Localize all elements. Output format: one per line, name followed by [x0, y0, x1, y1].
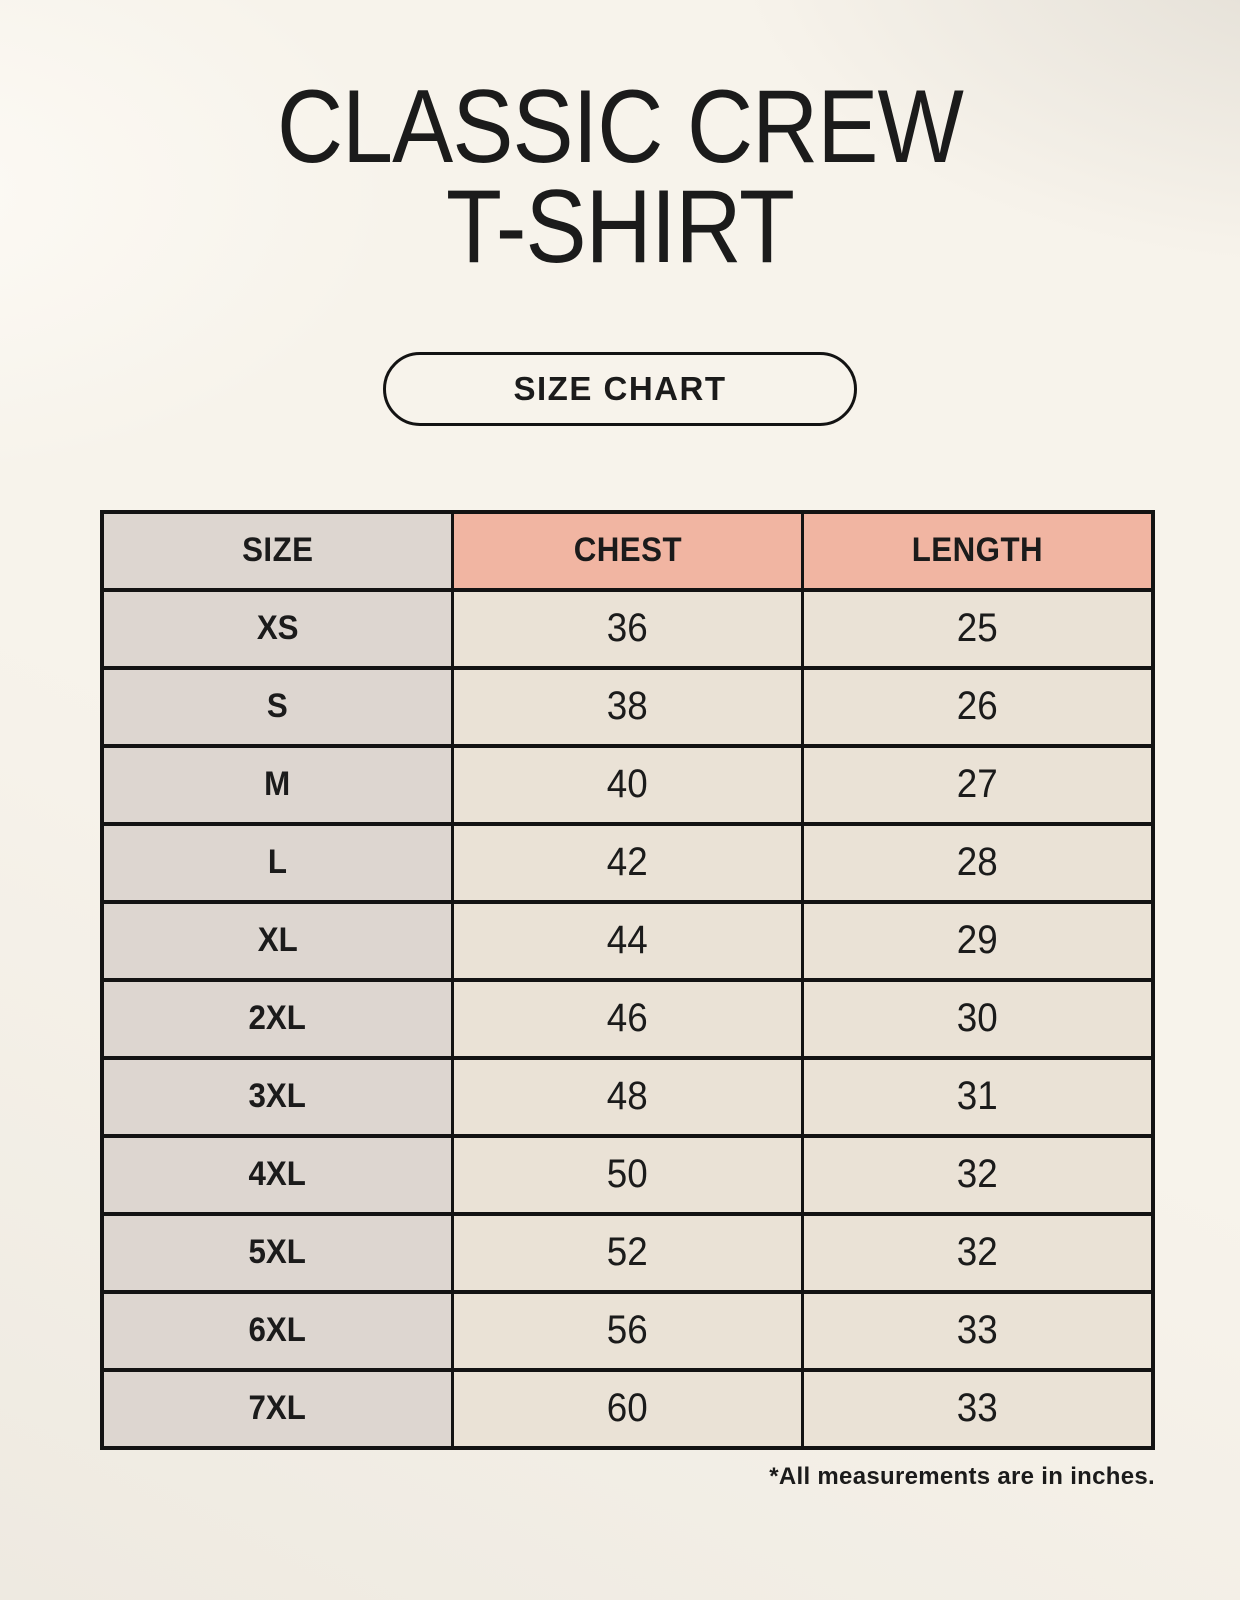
size-label-cell-label: XS — [256, 609, 299, 648]
chest-value-cell: 40 — [450, 743, 805, 826]
size-chart-badge: SIZE CHART — [383, 351, 857, 426]
length-value-cell-label: 32 — [957, 1152, 999, 1197]
length-value-cell-label: 31 — [957, 1074, 999, 1119]
size-table-row: 5XL 52 32 — [100, 1211, 1155, 1294]
size-table-header-row: SIZE CHEST LENGTH — [100, 509, 1155, 592]
chest-value-cell-label: 56 — [607, 1308, 648, 1353]
length-value-cell-label: 28 — [957, 840, 999, 885]
header-cell-size: SIZE — [100, 509, 454, 592]
length-value-cell: 32 — [801, 1133, 1155, 1216]
size-chart-badge-label: SIZE CHART — [513, 369, 727, 407]
size-label-cell-label: 7XL — [248, 1389, 307, 1428]
size-label-cell-label: 3XL — [248, 1077, 307, 1116]
chest-value-cell: 36 — [450, 587, 805, 670]
chest-value-cell-label: 36 — [607, 606, 648, 651]
chest-value-cell-label: 50 — [607, 1152, 648, 1197]
length-value-cell: 28 — [801, 821, 1155, 904]
size-table-row: 4XL 50 32 — [100, 1133, 1155, 1216]
size-label-cell: 4XL — [100, 1133, 454, 1216]
size-label-cell-label: 4XL — [248, 1155, 307, 1194]
size-label-cell-label: XL — [257, 921, 298, 960]
length-value-cell: 27 — [801, 743, 1155, 826]
size-table-header: SIZE CHEST LENGTH — [100, 509, 1155, 592]
size-label-cell: XL — [100, 899, 454, 982]
length-value-cell-label: 33 — [957, 1386, 999, 1431]
size-label-cell: 3XL — [100, 1055, 454, 1138]
size-label-cell-label: S — [266, 687, 288, 726]
chest-value-cell: 44 — [450, 899, 805, 982]
chest-value-cell: 46 — [450, 977, 805, 1060]
size-table-row: 7XL 60 33 — [100, 1367, 1155, 1450]
chest-value-cell: 42 — [450, 821, 805, 904]
chest-value-cell-label: 48 — [607, 1074, 648, 1119]
size-label-cell: M — [100, 743, 454, 826]
size-table-row: 6XL 56 33 — [100, 1289, 1155, 1372]
chest-value-cell: 60 — [450, 1367, 805, 1450]
page-title-line-2: T-SHIRT — [445, 168, 795, 285]
length-value-cell-label: 32 — [957, 1230, 999, 1275]
size-label-cell-label: L — [267, 843, 287, 882]
size-table-row: 3XL 48 31 — [100, 1055, 1155, 1138]
size-table-row: 2XL 46 30 — [100, 977, 1155, 1060]
chest-value-cell-label: 38 — [607, 684, 648, 729]
length-value-cell-label: 26 — [957, 684, 999, 729]
page-title-line-1: CLASSIC CREW — [276, 69, 964, 185]
size-label-cell-label: 2XL — [248, 999, 307, 1038]
length-value-cell: 26 — [801, 665, 1155, 748]
chest-value-cell-label: 42 — [607, 840, 648, 885]
chest-value-cell: 52 — [450, 1211, 805, 1294]
size-label-cell: 2XL — [100, 977, 454, 1060]
length-value-cell: 32 — [801, 1211, 1155, 1294]
chest-value-cell: 48 — [450, 1055, 805, 1138]
size-label-cell-label: M — [264, 765, 291, 804]
length-value-cell-label: 25 — [957, 606, 999, 651]
size-table-row: L 42 28 — [100, 821, 1155, 904]
header-cell-chest: CHEST — [450, 509, 805, 592]
length-value-cell-label: 33 — [957, 1308, 999, 1353]
chest-value-cell: 50 — [450, 1133, 805, 1216]
chest-value-cell-label: 46 — [607, 996, 648, 1041]
size-table: SIZE CHEST LENGTH XS 36 25 S 38 26 M 40 27 L 42 28 X… — [100, 509, 1155, 1450]
size-label-cell-label: 5XL — [248, 1233, 307, 1272]
length-value-cell-label: 30 — [957, 996, 999, 1041]
length-value-cell-label: 29 — [957, 918, 999, 963]
length-value-cell: 29 — [801, 899, 1155, 982]
header-cell-length: LENGTH — [801, 509, 1155, 592]
size-label-cell: L — [100, 821, 454, 904]
size-label-cell: 5XL — [100, 1211, 454, 1294]
size-table-row: XL 44 29 — [100, 899, 1155, 982]
size-label-cell: XS — [100, 587, 454, 670]
length-value-cell-label: 27 — [957, 762, 999, 807]
chest-value-cell: 38 — [450, 665, 805, 748]
chest-value-cell: 56 — [450, 1289, 805, 1372]
chest-value-cell-label: 52 — [607, 1230, 648, 1275]
size-label-cell: S — [100, 665, 454, 748]
size-table-row: M 40 27 — [100, 743, 1155, 826]
chest-value-cell-label: 40 — [607, 762, 648, 807]
measurements-footnote: *All measurements are in inches. — [769, 1462, 1155, 1490]
size-table-body: XS 36 25 S 38 26 M 40 27 L 42 28 XL 44 29 2XL 46 30 3XL 48 3… — [100, 587, 1155, 1450]
size-label-cell-label: 6XL — [248, 1311, 307, 1350]
length-value-cell: 30 — [801, 977, 1155, 1060]
size-label-cell: 6XL — [100, 1289, 454, 1372]
length-value-cell: 25 — [801, 587, 1155, 670]
length-value-cell: 33 — [801, 1289, 1155, 1372]
length-value-cell: 31 — [801, 1055, 1155, 1138]
chest-value-cell-label: 60 — [607, 1386, 648, 1431]
size-table-row: XS 36 25 — [100, 587, 1155, 670]
page-title: CLASSIC CREW T-SHIRT — [74, 69, 1165, 285]
size-table-row: S 38 26 — [100, 665, 1155, 748]
chest-value-cell-label: 44 — [607, 918, 648, 963]
length-value-cell: 33 — [801, 1367, 1155, 1450]
size-label-cell: 7XL — [100, 1367, 454, 1450]
